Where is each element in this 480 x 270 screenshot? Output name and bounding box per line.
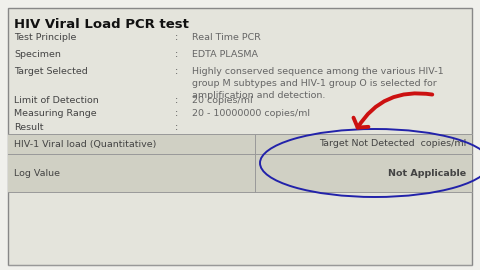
Text: Specimen: Specimen <box>14 50 61 59</box>
Text: 20 copies/ml: 20 copies/ml <box>192 96 252 105</box>
Text: Measuring Range: Measuring Range <box>14 109 96 118</box>
Text: HIV Viral Load PCR test: HIV Viral Load PCR test <box>14 18 189 31</box>
Text: :: : <box>175 109 178 118</box>
Bar <box>8 154 472 192</box>
Text: :: : <box>175 123 178 132</box>
Text: Log Value: Log Value <box>14 168 60 177</box>
Text: :: : <box>175 96 178 105</box>
Bar <box>8 134 472 154</box>
Text: Result: Result <box>14 123 44 132</box>
Text: Limit of Detection: Limit of Detection <box>14 96 99 105</box>
Text: Target Not Detected  copies/ml: Target Not Detected copies/ml <box>319 140 466 148</box>
Text: Real Time PCR: Real Time PCR <box>192 33 261 42</box>
Text: Test Principle: Test Principle <box>14 33 76 42</box>
Text: :: : <box>175 33 178 42</box>
Text: :: : <box>175 50 178 59</box>
Text: 20 - 10000000 copies/ml: 20 - 10000000 copies/ml <box>192 109 310 118</box>
Text: :: : <box>175 67 178 76</box>
Text: EDTA PLASMA: EDTA PLASMA <box>192 50 258 59</box>
Text: Target Selected: Target Selected <box>14 67 88 76</box>
Text: Not Applicable: Not Applicable <box>388 168 466 177</box>
Text: HIV-1 Viral load (Quantitative): HIV-1 Viral load (Quantitative) <box>14 140 156 148</box>
Text: Highly conserved sequence among the various HIV-1
group M subtypes and HIV-1 gro: Highly conserved sequence among the vari… <box>192 67 444 100</box>
